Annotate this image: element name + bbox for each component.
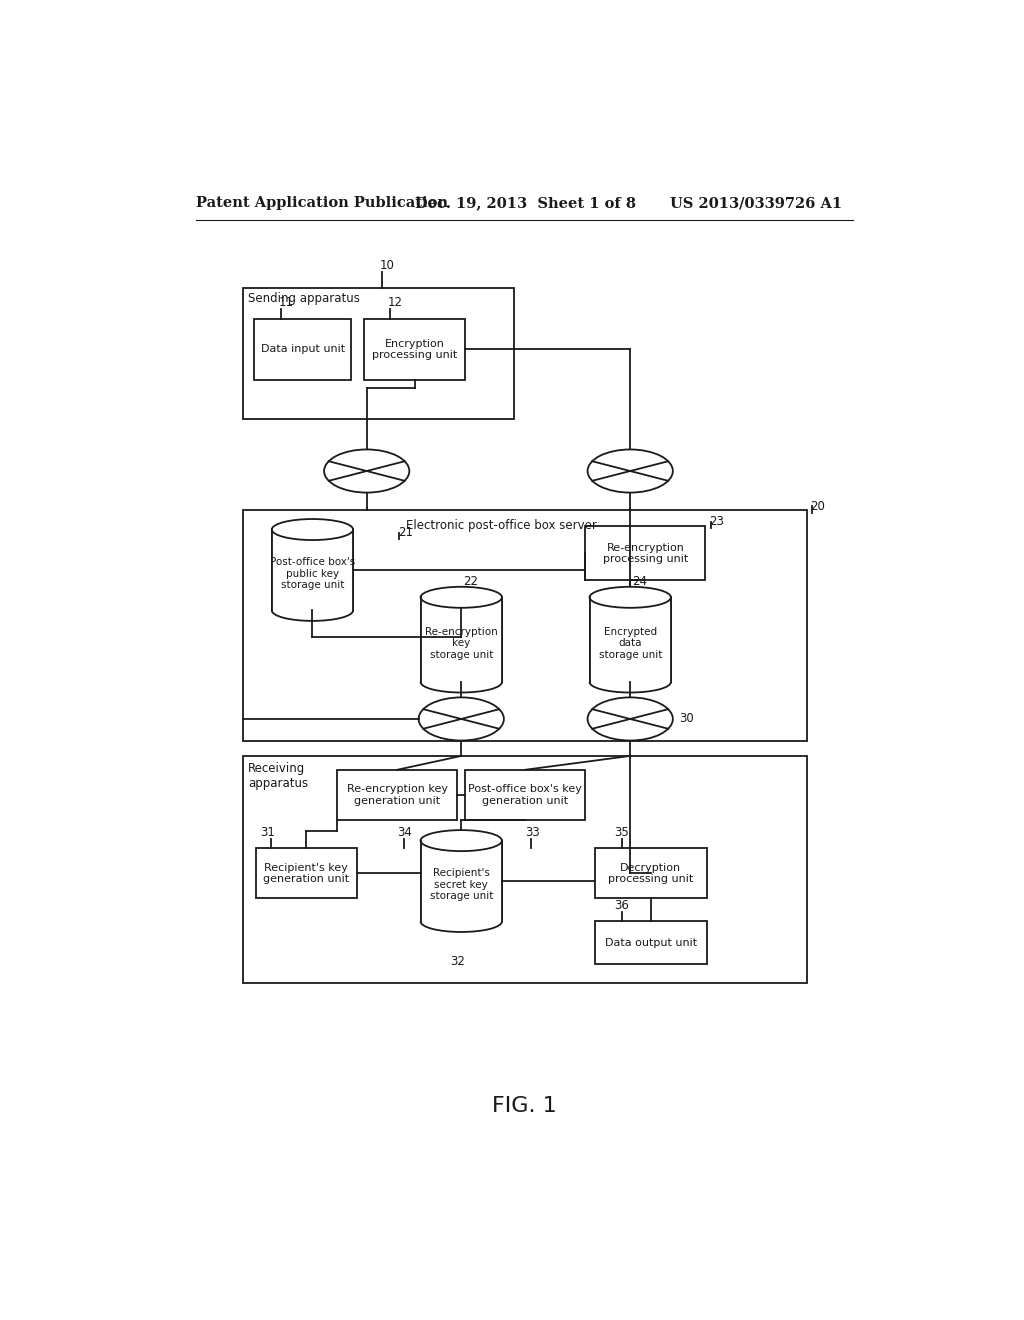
Text: Electronic post-office box server: Electronic post-office box server <box>407 519 597 532</box>
Ellipse shape <box>421 587 502 607</box>
Text: Re-encryption
processing unit: Re-encryption processing unit <box>603 543 688 564</box>
FancyBboxPatch shape <box>337 770 458 820</box>
FancyBboxPatch shape <box>271 529 353 610</box>
Text: Post-office box's
public key
storage unit: Post-office box's public key storage uni… <box>270 557 355 590</box>
FancyBboxPatch shape <box>421 598 502 682</box>
Text: Post-office box's key
generation unit: Post-office box's key generation unit <box>468 784 582 805</box>
Text: 32: 32 <box>450 954 465 968</box>
Text: 23: 23 <box>710 515 724 528</box>
Text: Data output unit: Data output unit <box>605 937 696 948</box>
Text: 34: 34 <box>397 826 413 840</box>
Text: 31: 31 <box>260 826 274 840</box>
Text: Recipient's key
generation unit: Recipient's key generation unit <box>263 862 349 884</box>
Text: 12: 12 <box>388 296 402 309</box>
FancyBboxPatch shape <box>254 318 351 380</box>
Text: 11: 11 <box>280 296 294 309</box>
FancyBboxPatch shape <box>243 510 807 741</box>
Text: 36: 36 <box>614 899 629 912</box>
Text: FIG. 1: FIG. 1 <box>493 1096 557 1115</box>
Text: 35: 35 <box>614 826 629 840</box>
Text: Re-encryption key
generation unit: Re-encryption key generation unit <box>347 784 447 805</box>
FancyBboxPatch shape <box>365 318 465 380</box>
FancyBboxPatch shape <box>421 841 502 921</box>
Text: Sending apparatus: Sending apparatus <box>248 292 360 305</box>
Text: Data input unit: Data input unit <box>261 345 345 354</box>
Ellipse shape <box>590 587 671 607</box>
FancyBboxPatch shape <box>590 598 671 682</box>
FancyBboxPatch shape <box>243 288 514 418</box>
Text: Re-encryption
key
storage unit: Re-encryption key storage unit <box>425 627 498 660</box>
FancyBboxPatch shape <box>595 921 707 964</box>
Text: Decryption
processing unit: Decryption processing unit <box>608 862 693 884</box>
Text: 30: 30 <box>679 713 694 726</box>
Text: 33: 33 <box>525 826 540 840</box>
Ellipse shape <box>271 519 353 540</box>
FancyBboxPatch shape <box>465 770 586 820</box>
Text: Encryption
processing unit: Encryption processing unit <box>372 338 458 360</box>
FancyBboxPatch shape <box>586 527 706 581</box>
Text: 22: 22 <box>463 576 478 589</box>
Text: Dec. 19, 2013  Sheet 1 of 8: Dec. 19, 2013 Sheet 1 of 8 <box>415 197 636 210</box>
Text: 10: 10 <box>380 259 394 272</box>
Text: Receiving
apparatus: Receiving apparatus <box>248 762 308 791</box>
Text: 20: 20 <box>810 499 825 512</box>
Ellipse shape <box>421 830 502 851</box>
Text: 24: 24 <box>632 576 647 589</box>
Text: Recipient's
secret key
storage unit: Recipient's secret key storage unit <box>429 869 493 902</box>
FancyBboxPatch shape <box>243 756 807 983</box>
FancyBboxPatch shape <box>256 849 356 899</box>
Text: Encrypted
data
storage unit: Encrypted data storage unit <box>598 627 662 660</box>
Text: 21: 21 <box>397 525 413 539</box>
Text: Patent Application Publication: Patent Application Publication <box>197 197 449 210</box>
Text: US 2013/0339726 A1: US 2013/0339726 A1 <box>671 197 843 210</box>
FancyBboxPatch shape <box>595 849 707 899</box>
